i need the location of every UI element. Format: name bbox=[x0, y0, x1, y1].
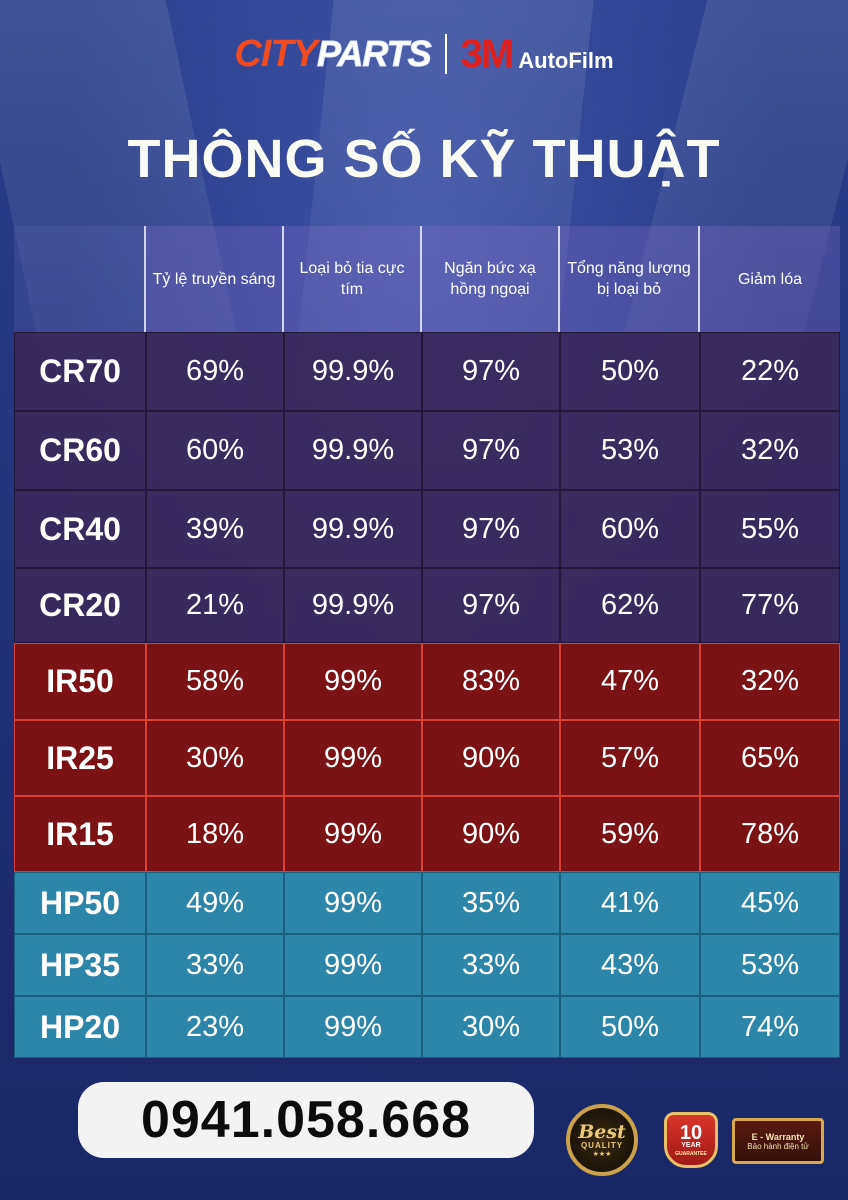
table-cell: 74% bbox=[700, 996, 840, 1058]
table-cell: 53% bbox=[700, 934, 840, 996]
table-cell: 99% bbox=[284, 934, 422, 996]
3m-autofilm-logo: 3M AutoFilm bbox=[461, 32, 614, 77]
table-cell: 99% bbox=[284, 872, 422, 934]
table-cell: 77% bbox=[700, 568, 840, 643]
header-uv-rejection: Loại bỏ tia cực tím bbox=[284, 226, 422, 332]
header-glare-reduction: Giảm lóa bbox=[700, 226, 840, 332]
table-cell: 23% bbox=[146, 996, 284, 1058]
table-cell: 83% bbox=[422, 643, 560, 720]
table-cell: 59% bbox=[560, 796, 700, 872]
guarantee-label: GUARANTEE bbox=[675, 1150, 707, 1157]
header-total-energy-rejected: Tổng năng lượng bị loại bỏ bbox=[560, 226, 700, 332]
table-cell: 99.9% bbox=[284, 568, 422, 643]
best-quality-badge-icon: Best QUALITY ★★★ bbox=[566, 1104, 638, 1176]
e-warranty-badge-icon: E - Warranty Bảo hành điện tử bbox=[732, 1118, 824, 1164]
table-cell: 22% bbox=[700, 332, 840, 411]
table-cell: 30% bbox=[146, 720, 284, 796]
table-cell: 90% bbox=[422, 796, 560, 872]
e-warranty-label: E - Warranty bbox=[751, 1131, 805, 1142]
table-cell: 90% bbox=[422, 720, 560, 796]
table-cell: 60% bbox=[560, 490, 700, 568]
page-title: THÔNG SỐ KỸ THUẬT bbox=[127, 129, 721, 189]
table-cell: 39% bbox=[146, 490, 284, 568]
table-cell: 21% bbox=[146, 568, 284, 643]
table-cell: 47% bbox=[560, 643, 700, 720]
row-model-hp35: HP35 bbox=[14, 934, 146, 996]
table-cell: 60% bbox=[146, 411, 284, 490]
table-cell: 33% bbox=[146, 934, 284, 996]
row-model-cr60: CR60 bbox=[14, 411, 146, 490]
table-cell: 65% bbox=[700, 720, 840, 796]
table-cell: 97% bbox=[422, 411, 560, 490]
table-cell: 41% bbox=[560, 872, 700, 934]
logo-parts-text: PARTS bbox=[316, 32, 432, 74]
table-cell: 53% bbox=[560, 411, 700, 490]
table-cell: 78% bbox=[700, 796, 840, 872]
row-model-ir25: IR25 bbox=[14, 720, 146, 796]
table-cell: 50% bbox=[560, 996, 700, 1058]
table-cell: 50% bbox=[560, 332, 700, 411]
guarantee-years: 10 bbox=[679, 1121, 703, 1144]
e-warranty-subtitle: Bảo hành điện tử bbox=[747, 1141, 809, 1151]
row-model-ir15: IR15 bbox=[14, 796, 146, 872]
table-cell: 57% bbox=[560, 720, 700, 796]
row-model-hp50: HP50 bbox=[14, 872, 146, 934]
best-quality-label: QUALITY bbox=[580, 1140, 624, 1150]
logo-divider bbox=[444, 34, 447, 74]
table-cell: 62% bbox=[560, 568, 700, 643]
10-year-guarantee-badge-icon: 10 YEAR GUARANTEE bbox=[664, 1112, 718, 1168]
row-model-hp20: HP20 bbox=[14, 996, 146, 1058]
table-cell: 32% bbox=[700, 643, 840, 720]
city-parts-logo: CITYPARTS bbox=[234, 32, 432, 76]
table-cell: 33% bbox=[422, 934, 560, 996]
table-cell: 99.9% bbox=[284, 411, 422, 490]
brand-logos: CITYPARTS 3M AutoFilm bbox=[0, 28, 848, 80]
table-cell: 35% bbox=[422, 872, 560, 934]
header-light-transmission: Tỷ lệ truyền sáng bbox=[146, 226, 284, 332]
table-cell: 99% bbox=[284, 720, 422, 796]
row-model-cr70: CR70 bbox=[14, 332, 146, 411]
logo-city-text: CITY bbox=[234, 32, 318, 75]
table-cell: 55% bbox=[700, 490, 840, 568]
header-corner bbox=[14, 226, 146, 332]
table-cell: 99.9% bbox=[284, 490, 422, 568]
table-cell: 49% bbox=[146, 872, 284, 934]
best-quality-word: Best bbox=[578, 1120, 626, 1143]
logo-autofilm-text: AutoFilm bbox=[518, 48, 614, 73]
table-cell: 18% bbox=[146, 796, 284, 872]
row-model-cr20: CR20 bbox=[14, 568, 146, 643]
table-cell: 97% bbox=[422, 568, 560, 643]
table-cell: 43% bbox=[560, 934, 700, 996]
row-model-cr40: CR40 bbox=[14, 490, 146, 568]
phone-number[interactable]: 0941.058.668 bbox=[78, 1082, 534, 1158]
header-infrared-rejection: Ngăn bức xạ hồng ngoại bbox=[422, 226, 560, 332]
table-cell: 99% bbox=[284, 996, 422, 1058]
guarantee-year-label: YEAR bbox=[681, 1141, 701, 1149]
table-cell: 97% bbox=[422, 490, 560, 568]
table-cell: 99% bbox=[284, 643, 422, 720]
spec-table: Tỷ lệ truyền sáng Loại bỏ tia cực tím Ng… bbox=[14, 226, 840, 1058]
table-cell: 58% bbox=[146, 643, 284, 720]
table-cell: 32% bbox=[700, 411, 840, 490]
table-cell: 97% bbox=[422, 332, 560, 411]
table-cell: 99% bbox=[284, 796, 422, 872]
logo-3m-text: 3M bbox=[460, 31, 515, 76]
row-model-ir50: IR50 bbox=[14, 643, 146, 720]
table-cell: 30% bbox=[422, 996, 560, 1058]
table-cell: 69% bbox=[146, 332, 284, 411]
table-cell: 99.9% bbox=[284, 332, 422, 411]
table-cell: 45% bbox=[700, 872, 840, 934]
best-quality-stars: ★★★ bbox=[592, 1150, 612, 1158]
